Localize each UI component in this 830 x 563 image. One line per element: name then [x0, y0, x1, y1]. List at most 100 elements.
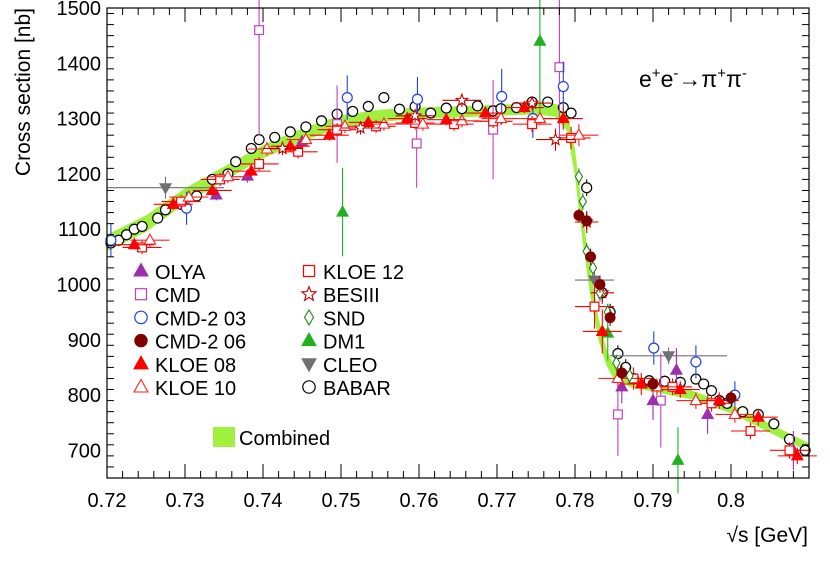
y-axis-label: Cross section [nb]	[12, 8, 35, 176]
data-point	[275, 140, 290, 155]
data-point	[269, 131, 281, 143]
x-tick-label: 0.78	[556, 490, 595, 512]
data-point	[293, 146, 304, 157]
data-point	[205, 183, 219, 196]
data-point	[315, 115, 328, 127]
data-point	[548, 132, 563, 146]
data-point	[604, 312, 616, 324]
data-point	[578, 194, 588, 209]
data-point	[152, 212, 164, 224]
data-point	[698, 378, 710, 390]
data-point	[182, 189, 196, 202]
data-point	[565, 107, 577, 119]
data-point	[574, 169, 584, 184]
data-point	[517, 100, 531, 113]
legend-marker	[301, 358, 317, 373]
legend-label: CMD-2 06	[155, 332, 246, 354]
plot-frame	[106, 7, 810, 479]
data-point	[745, 426, 756, 437]
data-point	[230, 156, 242, 168]
y-tick-label: 1200	[57, 164, 102, 186]
y-tick-label: 1400	[57, 53, 102, 75]
data-point	[589, 301, 600, 312]
data-point	[705, 385, 718, 397]
data-point	[542, 96, 554, 108]
data-point	[768, 418, 780, 430]
legend-label: Combined	[239, 428, 330, 450]
data-point	[411, 93, 424, 105]
data-point	[494, 111, 508, 124]
data-point	[712, 393, 726, 406]
data-point	[527, 119, 538, 130]
x-tick-label: 0.74	[244, 490, 283, 512]
data-point	[524, 95, 540, 110]
legend-marker	[301, 331, 317, 347]
data-point	[336, 204, 350, 217]
legend-label: KLOE 08	[155, 355, 236, 377]
data-point	[478, 105, 492, 118]
data-point	[166, 197, 180, 209]
legend-item-olya: OLYA	[133, 262, 206, 284]
data-point	[440, 102, 452, 114]
data-point	[341, 92, 353, 104]
legend-marker	[302, 264, 316, 278]
data-point	[634, 376, 648, 389]
data-point	[647, 378, 659, 390]
data-point	[612, 409, 623, 420]
chart-title: e+e-→π+π-	[639, 65, 747, 92]
legend-item-combined: Combined	[213, 427, 330, 450]
data-point	[673, 382, 687, 395]
data-point	[728, 407, 742, 419]
y-tick-label: 700	[68, 440, 101, 462]
data-point	[253, 134, 265, 146]
legend-item-cmd-2-03: CMD-2 03	[134, 308, 246, 330]
data-point	[439, 112, 453, 125]
data-point	[616, 367, 628, 379]
x-tick-label: 0.75	[322, 490, 361, 512]
data-point	[751, 410, 765, 422]
legend-item-dm1: DM1	[301, 331, 365, 354]
legend-label: OLYA	[155, 262, 206, 284]
legend-item-kloe-10: KLOE 10	[133, 378, 236, 400]
series-cmd	[254, 0, 666, 456]
legend-swatch-combined	[213, 427, 235, 447]
data-point	[411, 138, 422, 149]
legend-marker	[133, 262, 149, 277]
data-point	[284, 126, 296, 138]
legend-label: BABAR	[323, 378, 391, 400]
data-point	[347, 105, 359, 117]
data-point	[669, 363, 683, 375]
legend-item-besiii: BESIII	[300, 285, 380, 307]
legend-marker	[302, 380, 316, 394]
data-point	[299, 132, 313, 145]
data-point	[690, 356, 702, 368]
data-point	[554, 62, 565, 73]
data-point	[105, 234, 117, 246]
y-tick-label: 1500	[57, 0, 102, 20]
legend-marker	[134, 310, 148, 325]
data-point	[594, 279, 606, 290]
data-point	[361, 115, 375, 128]
data-point	[790, 448, 804, 461]
data-point	[701, 407, 715, 419]
legend-marker	[303, 308, 315, 326]
legend-marker	[133, 355, 149, 370]
y-tick-label: 800	[68, 385, 101, 407]
series-cmd-2-06	[573, 208, 737, 405]
data-point	[784, 445, 795, 456]
y-tick-label: 1300	[57, 109, 102, 131]
data-point	[245, 142, 257, 155]
legend-item-cleo: CLEO	[301, 355, 377, 377]
legend-item-snd: SND	[303, 308, 365, 330]
data-point	[573, 209, 585, 221]
data-point	[454, 92, 470, 107]
data-point	[393, 103, 406, 115]
data-point	[377, 116, 391, 129]
x-tick-label: 0.76	[400, 490, 439, 512]
data-point	[127, 237, 141, 250]
data-point	[612, 348, 624, 360]
legend-marker	[300, 285, 318, 302]
data-point	[557, 80, 569, 93]
